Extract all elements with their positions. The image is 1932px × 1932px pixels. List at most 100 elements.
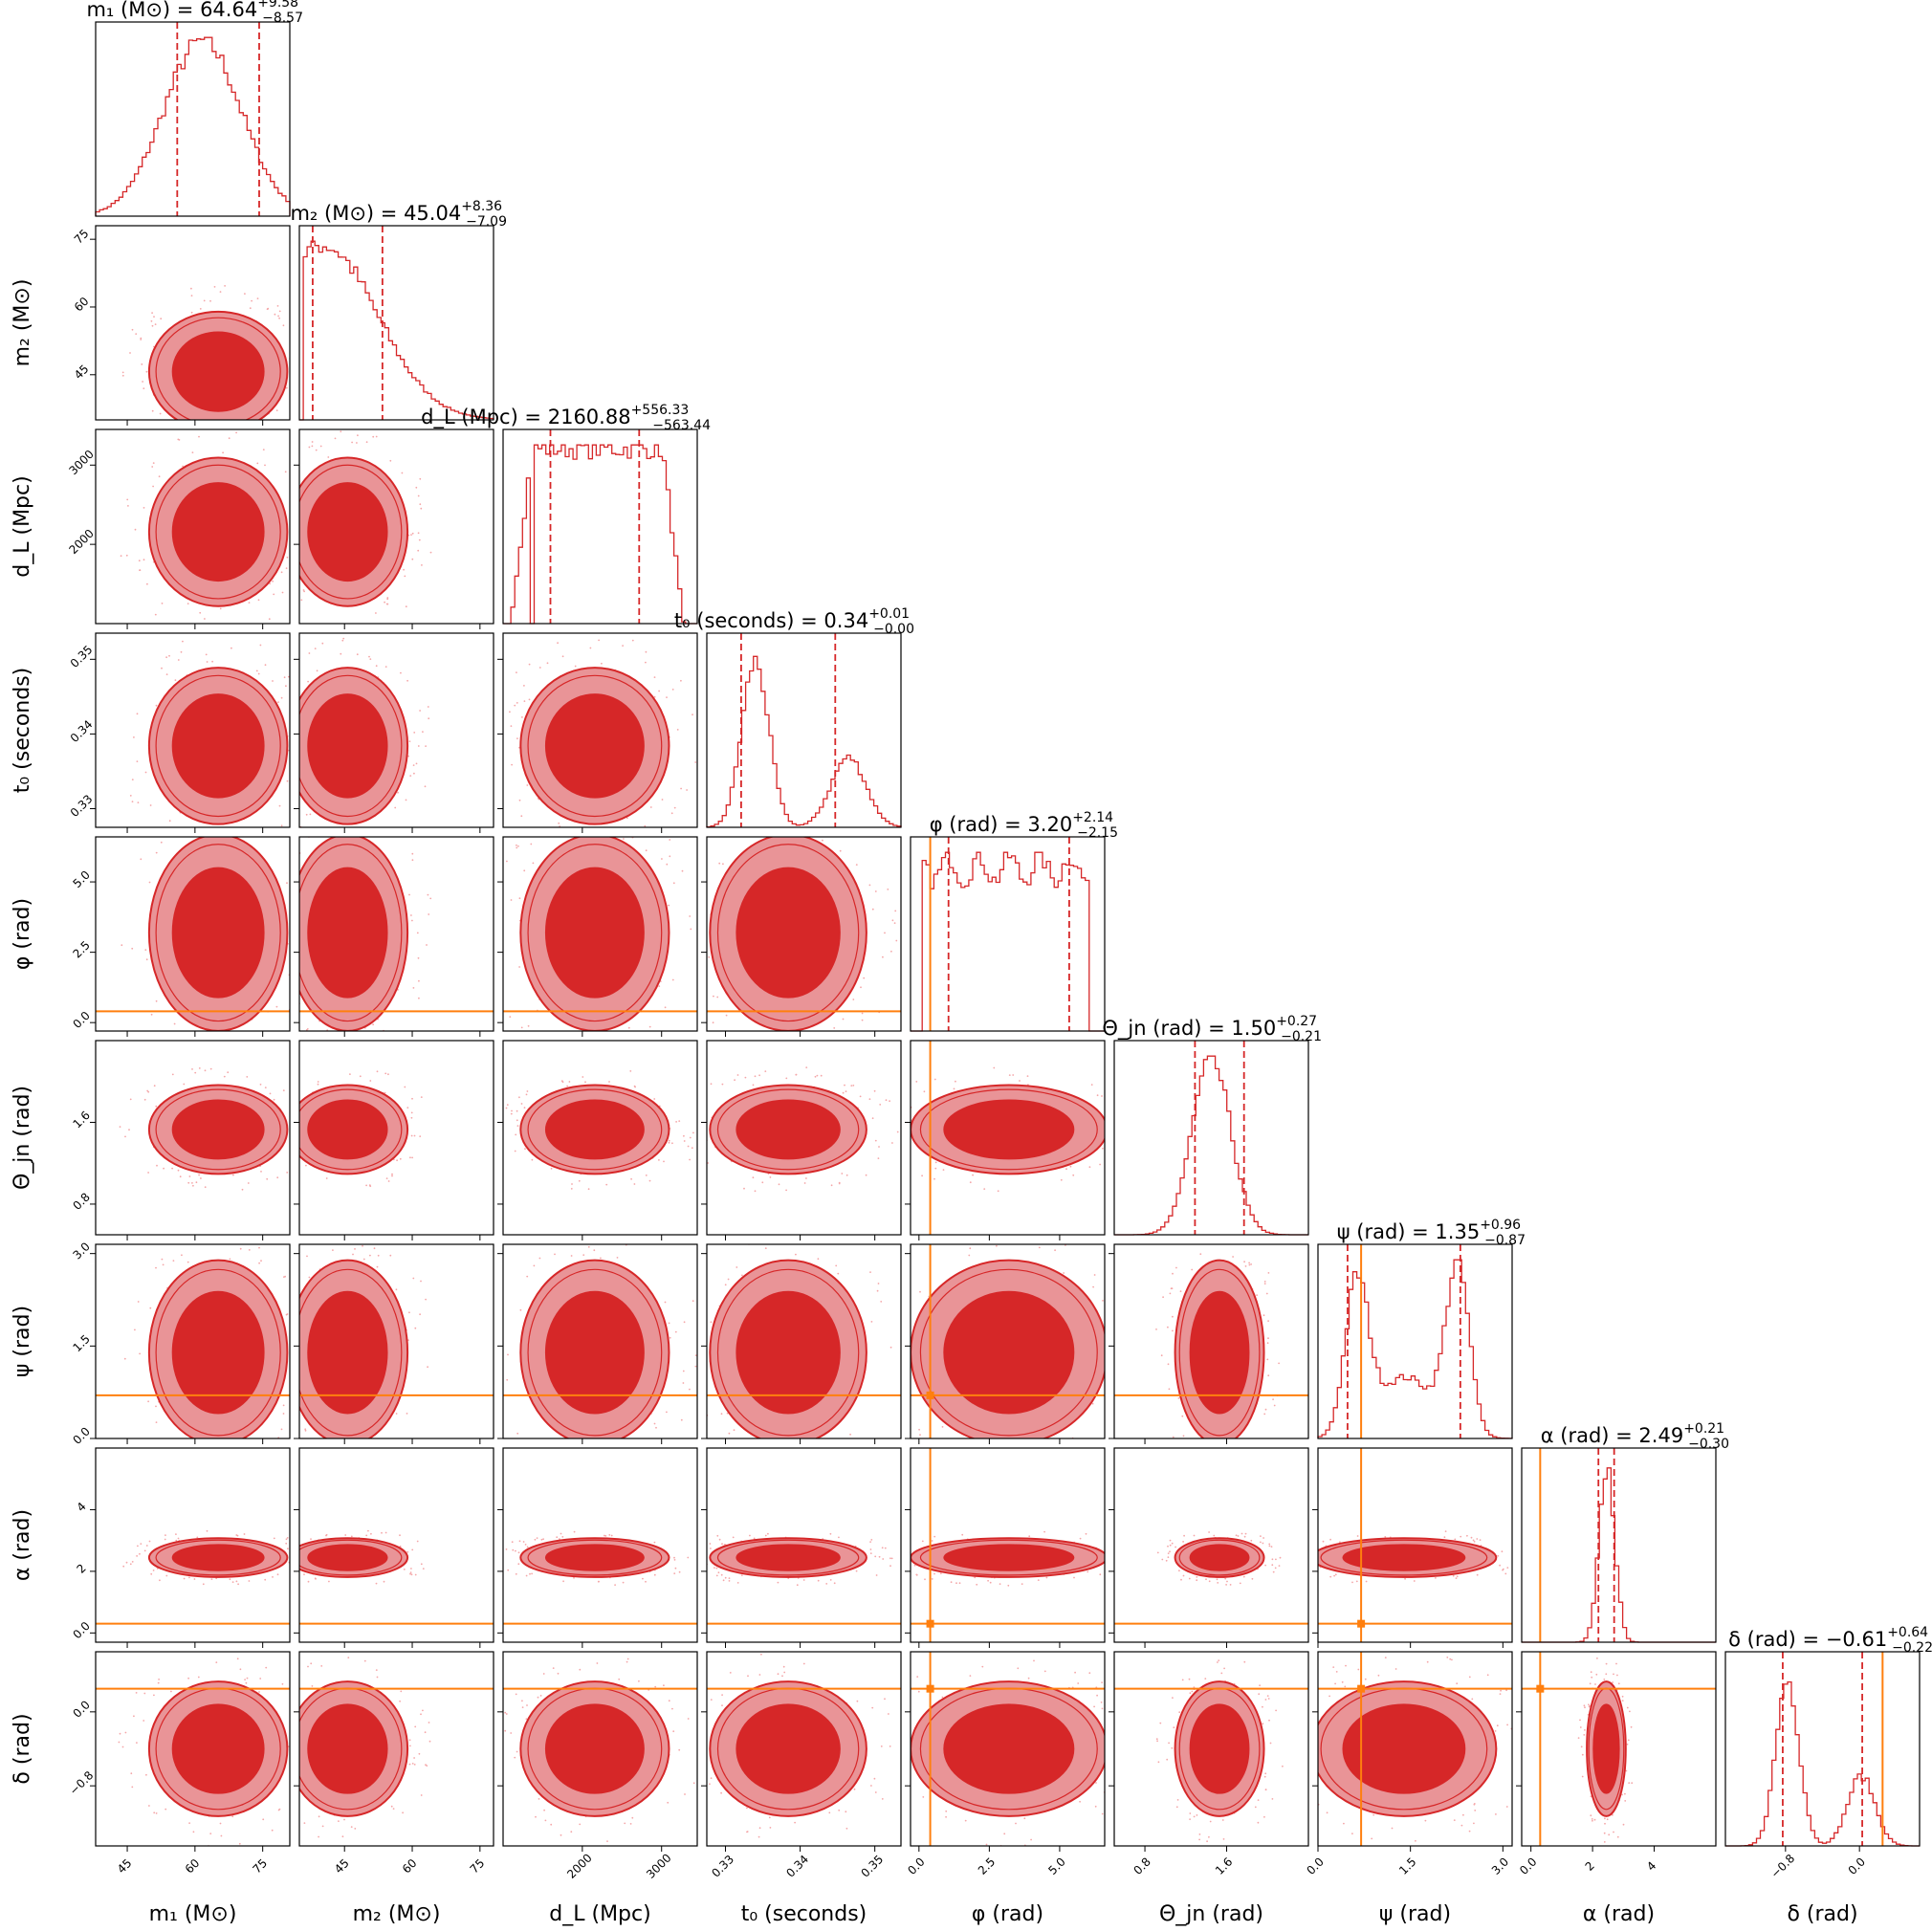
sample-point <box>1060 1178 1063 1181</box>
sample-point <box>1355 1580 1358 1583</box>
sample-point <box>1096 1094 1099 1097</box>
sample-point <box>411 1763 414 1765</box>
sample-point <box>1106 1777 1108 1779</box>
sample-point <box>177 438 180 441</box>
sample-point <box>1263 1281 1266 1283</box>
sample-point <box>720 1573 723 1576</box>
sample-point <box>877 1157 880 1159</box>
title-plus: +556.33 <box>631 403 690 418</box>
sample-point <box>560 1532 562 1535</box>
sample-point <box>1217 1582 1219 1584</box>
sample-point <box>237 1583 240 1586</box>
sample-point <box>888 1713 889 1715</box>
sample-point <box>785 1077 788 1080</box>
sample-point <box>1621 1793 1623 1796</box>
sample-point <box>268 618 271 621</box>
sample-point <box>1217 1661 1218 1663</box>
sample-point <box>518 1096 520 1099</box>
sample-point <box>653 676 656 678</box>
histogram-border <box>1724 1651 1921 1847</box>
sample-point <box>913 1564 916 1567</box>
sample-point <box>303 1822 306 1824</box>
title-minus: −0.21 <box>1281 1029 1322 1044</box>
sample-point <box>1196 1576 1198 1578</box>
sample-point <box>1065 1168 1067 1171</box>
panel-border <box>1113 1447 1309 1643</box>
sample-point <box>529 1572 531 1575</box>
panel-t0-vs-m1 <box>95 632 291 828</box>
sample-point <box>375 1669 378 1671</box>
sample-point <box>1625 1769 1628 1772</box>
sample-point <box>570 1255 573 1257</box>
title-name: m₂ (M⊙) = <box>290 202 404 225</box>
sample-point <box>210 1578 213 1580</box>
sample-point <box>668 1141 670 1144</box>
panel-border <box>298 632 494 828</box>
sample-point <box>1497 1554 1500 1557</box>
sample-point <box>238 423 240 425</box>
sample-point <box>743 1187 745 1190</box>
sample-point <box>419 710 421 712</box>
sample-point <box>1266 1358 1269 1361</box>
sample-point <box>375 1582 378 1585</box>
sample-point <box>1456 1682 1459 1685</box>
sample-point <box>1606 1818 1609 1821</box>
sample-point <box>938 1240 940 1242</box>
sample-point <box>741 1274 743 1277</box>
sample-point <box>1109 1140 1110 1142</box>
sample-point <box>121 371 124 374</box>
sample-point <box>248 602 251 604</box>
title-minus: −7.09 <box>466 214 507 230</box>
sample-point <box>1079 1800 1081 1803</box>
sample-point <box>325 1177 328 1179</box>
sample-point <box>413 1757 415 1759</box>
sample-point <box>235 431 238 434</box>
sample-point <box>747 1675 749 1678</box>
sample-point <box>1172 1697 1174 1699</box>
histogram-frame <box>911 837 1105 1031</box>
sample-point <box>425 745 427 747</box>
sample-point <box>919 1434 921 1436</box>
sample-point <box>165 1808 167 1811</box>
sample-point <box>528 698 531 701</box>
sample-point <box>769 1176 772 1178</box>
sample-point <box>410 1573 413 1576</box>
sample-point <box>363 1659 366 1662</box>
sample-point <box>414 1573 417 1576</box>
sample-point <box>520 1103 523 1105</box>
sample-point <box>675 1121 677 1123</box>
sample-point <box>1504 1572 1507 1575</box>
sample-point <box>406 1413 408 1415</box>
panel-alpha-vs-psi <box>1317 1447 1517 1643</box>
sample-point <box>328 1580 330 1583</box>
y-tick-label: 2000 <box>66 527 96 557</box>
sample-point <box>129 352 131 354</box>
sample-point <box>347 1657 350 1658</box>
sample-point <box>399 1157 402 1160</box>
sample-point <box>933 1572 935 1575</box>
sample-point <box>893 922 896 924</box>
sample-point <box>909 1336 911 1338</box>
sample-point <box>622 1581 625 1584</box>
sample-point <box>890 1557 893 1560</box>
sample-point <box>413 772 415 775</box>
sample-point <box>1264 1772 1267 1775</box>
credible-region-inner <box>544 693 645 799</box>
sample-point <box>855 1570 858 1572</box>
sample-point <box>318 1835 319 1838</box>
sample-point <box>752 1176 755 1179</box>
y-axis-label: φ (rad) <box>11 898 34 970</box>
sample-point <box>904 1163 906 1165</box>
sample-point <box>297 1534 299 1536</box>
sample-point <box>1335 1671 1338 1673</box>
sample-point <box>584 1081 586 1084</box>
sample-point <box>702 1707 704 1709</box>
sample-point <box>795 1253 797 1256</box>
sample-point <box>246 1037 248 1039</box>
sample-point <box>1515 1568 1517 1570</box>
sample-point <box>510 1112 513 1115</box>
sample-point <box>131 947 134 950</box>
sample-point <box>958 1582 961 1585</box>
sample-point <box>136 1555 139 1557</box>
sample-point <box>802 1662 805 1665</box>
